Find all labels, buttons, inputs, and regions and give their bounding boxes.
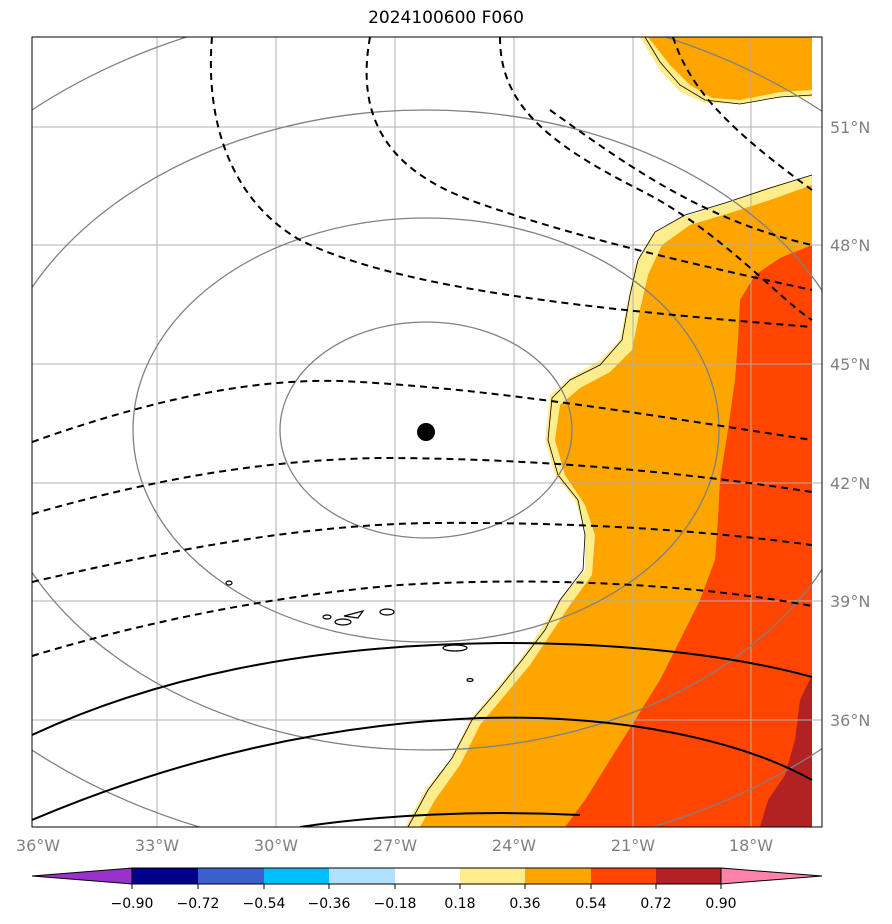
lon-tick: 18°W [729, 836, 773, 855]
colorbar-segment [395, 868, 460, 884]
lat-tick: 48°N [830, 236, 870, 255]
colorbar-frame [131, 867, 722, 885]
colorbar-segment [198, 868, 264, 884]
colorbar-segment [329, 868, 395, 884]
shade-036-054 [648, 37, 812, 100]
lat-tick: 39°N [830, 592, 870, 611]
colorbar-label: −0.54 [243, 896, 286, 912]
shade-054-072-east [565, 245, 812, 827]
gridlines [32, 37, 822, 827]
map-title: 2024100600 F060 [368, 8, 524, 28]
colorbar-ticks [131, 884, 722, 889]
map-frame [31, 36, 823, 828]
low-center-marker [417, 423, 435, 441]
colorbar-extend-min [31, 867, 133, 885]
colorbar-segment [132, 868, 198, 884]
colorbar-extend-max [720, 867, 823, 885]
lon-tick: 36°W [16, 836, 60, 855]
solid-contours [32, 641, 813, 827]
colorbar-label: 0.36 [509, 896, 540, 912]
lon-tick: 27°W [373, 836, 417, 855]
lat-tick-labels: 51°N 48°N 45°N 42°N 39°N 36°N [830, 118, 870, 730]
dashed-contours [32, 37, 813, 657]
lat-tick: 45°N [830, 355, 870, 374]
lat-tick: 36°N [830, 711, 870, 730]
colorbar-label: −0.72 [177, 896, 220, 912]
lat-tick: 42°N [830, 474, 870, 493]
map-right-edge-white [812, 37, 822, 827]
lon-tick: 30°W [254, 836, 298, 855]
colorbar-label: 0.72 [640, 896, 671, 912]
lon-tick: 24°W [492, 836, 536, 855]
colorbar-segment [656, 868, 721, 884]
colorbar-segment [264, 868, 329, 884]
colorbar-label: −0.18 [374, 896, 417, 912]
shade-072-090-east [760, 675, 812, 827]
coastline [407, 37, 813, 827]
colorbar-label: 0.18 [444, 896, 475, 912]
colorbar-segment [460, 868, 525, 884]
colorbar: −0.90 −0.72 −0.54 −0.36 −0.18 0.18 0.36 … [31, 867, 823, 912]
lat-tick: 51°N [830, 118, 870, 137]
colorbar-label: 0.54 [575, 896, 606, 912]
colorbar-label: −0.90 [111, 896, 154, 912]
colorbar-segment [591, 868, 656, 884]
lon-tick-labels: 36°W 33°W 30°W 27°W 24°W 21°W 18°W [16, 836, 773, 855]
colorbar-segment [525, 868, 591, 884]
lon-tick: 21°W [611, 836, 655, 855]
lon-tick: 33°W [135, 836, 179, 855]
colorbar-label: −0.36 [308, 896, 351, 912]
colorbar-label: 0.90 [705, 896, 736, 912]
